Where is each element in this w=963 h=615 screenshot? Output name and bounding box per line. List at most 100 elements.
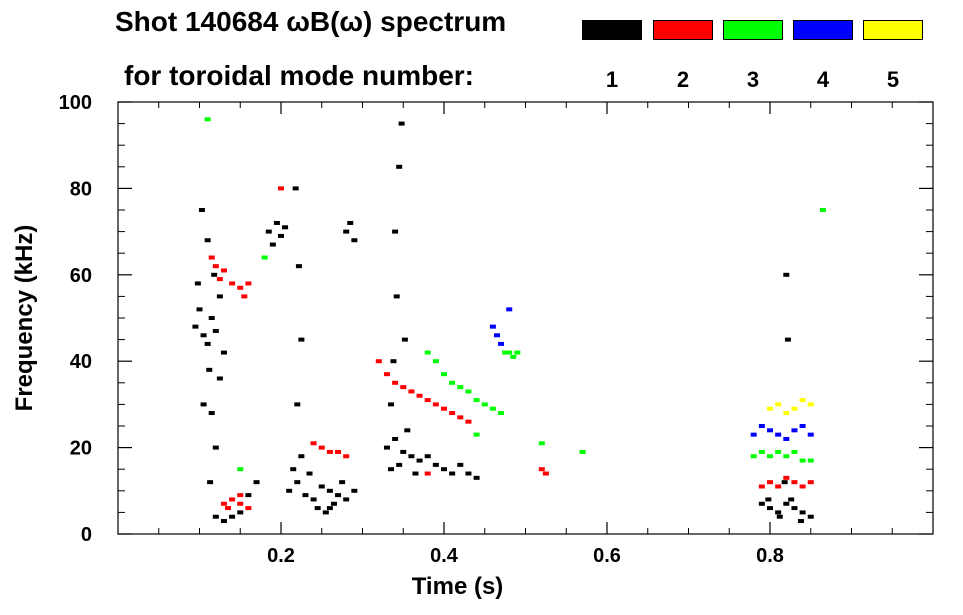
mode-2-point [542, 471, 549, 476]
mode-1-point [326, 488, 333, 493]
mode-1-point [424, 454, 431, 459]
mode-1-point [295, 264, 302, 269]
mode-2-point [241, 294, 248, 299]
mode-4-point [767, 428, 773, 433]
mode-1-point [441, 467, 447, 472]
mode-1-point [758, 501, 765, 506]
mode-1-point [781, 480, 788, 485]
mode-1-point [310, 497, 317, 502]
mode-2-point [318, 445, 325, 450]
axis-ticks [118, 101, 933, 535]
mode-5-point [767, 406, 773, 411]
mode-1-point [412, 471, 419, 476]
mode-1-point [290, 467, 297, 472]
mode-1-point [392, 229, 399, 234]
mode-3-point [758, 449, 765, 454]
mode-2-point [457, 415, 464, 420]
mode-1-point [776, 514, 783, 519]
mode-1-point [294, 480, 301, 485]
mode-2-point [310, 441, 317, 446]
mode-1-point [416, 458, 423, 463]
mode-1-point [388, 402, 395, 407]
mode-2-point [237, 493, 244, 498]
mode-3-point [579, 449, 586, 454]
mode-1-point [432, 462, 439, 467]
mode-3-point [514, 350, 521, 355]
mode-1-point [322, 510, 329, 515]
mode-1-point [783, 501, 790, 506]
y-axis-label: Frequency (kHz) [11, 225, 38, 412]
mode-1-point [220, 519, 227, 524]
mode-2-point [237, 285, 244, 290]
mode-3-point [473, 398, 480, 403]
y-tick-label: 0 [81, 524, 92, 546]
mode-4-point [758, 424, 765, 428]
mode-2-point [767, 480, 773, 485]
mode-1-point [388, 467, 395, 472]
mode-1-point [404, 428, 411, 433]
legend-label-mode-2: 2 [676, 67, 690, 92]
mode-3-point [791, 449, 798, 454]
mode-1-point [318, 484, 325, 489]
mode-2-point [216, 277, 223, 282]
mode-1-point [212, 328, 219, 333]
mode-2-point [758, 484, 765, 489]
chart-title: Shot 140684 ωB(ω) spectrum [115, 6, 507, 37]
mode-3-point [424, 350, 431, 355]
mode-1-point [335, 493, 342, 498]
mode-1-point [457, 462, 464, 467]
mode-3-point [261, 255, 268, 260]
legend-swatch-mode-5 [863, 20, 923, 40]
mode-2-point [465, 419, 472, 424]
mode-3-point [489, 406, 496, 411]
x-tick-label: 0.2 [267, 545, 295, 567]
y-tick-label: 20 [70, 438, 92, 460]
mode-1-point [398, 121, 405, 126]
mode-3-point [783, 454, 790, 459]
mode-1-point [269, 242, 276, 247]
mode-2-point [432, 402, 439, 407]
mode-1-point [294, 402, 301, 407]
mode-1-point [229, 514, 236, 519]
axis-labels: 0.2 0.4 0.6 0.8 0 20 40 60 80 100 Time (s) Frequenc… [11, 92, 784, 600]
mode-1-point [400, 449, 407, 454]
mode-1-point [216, 294, 223, 299]
mode-1-point [326, 506, 333, 511]
legend-swatch-mode-3 [723, 20, 783, 40]
mode-5-point [791, 406, 798, 411]
mode-1-point [192, 324, 199, 329]
mode-1-point [392, 436, 399, 441]
mode-2-point [335, 449, 342, 454]
mode-2-point [400, 385, 407, 390]
mode-3-point [237, 467, 244, 472]
mode-4-point [783, 436, 790, 441]
mode-1-point [292, 186, 299, 191]
mode-2-point [392, 380, 399, 385]
mode-2-point [278, 186, 284, 191]
mode-4-point [489, 324, 496, 329]
mode-3-point [506, 350, 513, 355]
mode-2-point [408, 389, 415, 394]
mode-1-point [196, 307, 203, 312]
mode-1-point [765, 497, 772, 502]
y-tick-label: 100 [59, 92, 92, 114]
mode-1-point [339, 480, 346, 485]
mode-3-point [775, 449, 782, 454]
x-tick-label: 0.6 [593, 545, 621, 567]
x-tick-label: 0.4 [430, 545, 459, 567]
x-tick-label: 0.8 [756, 545, 784, 567]
mode-1-point [220, 350, 227, 355]
mode-1-point [212, 514, 219, 519]
mode-2-point [326, 449, 333, 454]
mode-2-point [383, 372, 390, 377]
mode-3-point [432, 359, 439, 364]
mode-2-point [245, 281, 252, 286]
mode-1-point [343, 229, 350, 234]
mode-1-point [390, 359, 397, 364]
mode-1-point [383, 445, 390, 450]
mode-4-point [493, 333, 500, 338]
mode-1-point [314, 506, 321, 511]
mode-3-point [473, 432, 480, 437]
mode-4-point [807, 432, 814, 437]
